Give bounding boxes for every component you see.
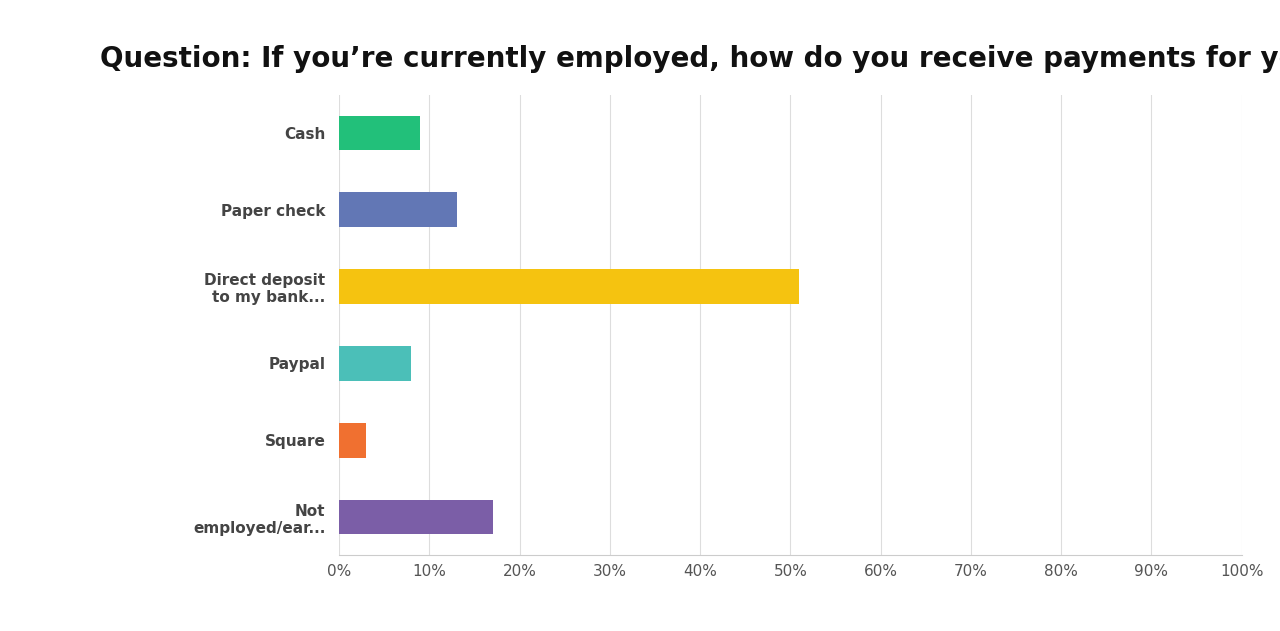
Bar	[339, 346, 411, 380]
Bar	[339, 192, 457, 227]
Bar	[339, 115, 420, 150]
Text: Question: If you’re currently employed, how do you receive payments for your wor: Question: If you’re currently employed, …	[100, 45, 1280, 73]
Bar	[339, 500, 493, 534]
Bar	[339, 423, 366, 457]
Bar	[339, 269, 800, 304]
